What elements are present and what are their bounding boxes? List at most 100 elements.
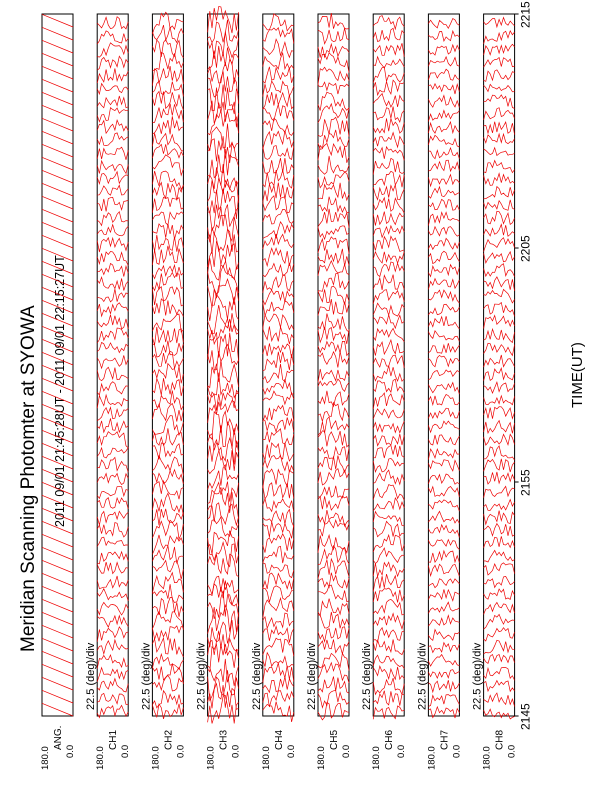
trace [428,510,460,524]
trace [373,626,405,643]
trace [317,661,350,684]
trace [152,625,184,642]
trace [207,318,239,346]
trace [207,630,239,656]
trace [262,572,295,590]
trace [428,369,460,381]
panel-frame [151,13,184,717]
trace [207,515,239,538]
trace [41,520,74,535]
trace [96,418,129,434]
trace [262,13,294,32]
trace [428,289,460,304]
trace [97,42,129,58]
trace [428,434,460,446]
trace [428,601,460,614]
trace [96,614,129,628]
channel-label: CH6 [384,730,395,750]
trace [483,419,515,435]
trace [96,132,129,146]
trace [96,366,129,382]
trace [483,263,515,278]
trace [372,612,405,631]
trace [96,68,129,84]
trace [483,146,515,157]
trace [317,416,350,436]
trace [483,601,515,615]
scale-label: 22.5 (deg)/div [196,642,208,710]
trace [41,52,74,67]
trace [152,415,184,437]
trace [97,550,129,565]
trace [317,208,350,228]
trace [262,182,295,203]
trace [97,692,129,706]
x-tick-label: 2145 [519,703,533,730]
panel-frame [317,13,350,717]
trace [207,481,239,504]
trace [262,247,295,268]
trace [41,455,74,470]
trace [428,173,460,188]
trace [207,530,239,556]
trace [372,365,405,383]
trace [372,302,405,317]
trace [262,612,294,630]
trace [207,293,239,321]
trace [317,52,350,73]
trace [372,354,405,368]
trace [207,619,239,648]
trace [96,159,129,175]
trace [428,381,460,395]
trace [317,326,350,344]
scale-label: 22.5 (deg)/div [140,642,152,710]
trace [96,626,129,642]
trace [317,401,350,423]
trace [372,79,405,97]
trace [262,351,295,372]
x-tick-label: 2155 [519,469,533,496]
trace [483,354,515,368]
trace [152,479,184,500]
trace [262,169,295,189]
trace [428,680,460,694]
trace [152,90,184,111]
trace [152,689,184,709]
trace [483,485,515,498]
trace [483,627,515,642]
trace [41,676,74,691]
trace [152,508,184,526]
trace [317,701,350,721]
trace [483,562,515,576]
trace [96,522,129,538]
trace [96,327,129,344]
trace [96,82,129,96]
trace [428,159,460,173]
trace [96,561,129,575]
trace [262,145,295,160]
y-tick-label: 0.0 [286,745,297,758]
trace [96,654,129,669]
trace [483,342,515,357]
trace [483,367,515,381]
trace [317,42,350,59]
trace [207,590,239,619]
trace [428,588,460,602]
trace [317,225,350,241]
trace [96,30,129,45]
trace [372,196,405,214]
trace [428,523,460,538]
trace [262,417,295,433]
trace [483,288,515,304]
channel-label: CH3 [219,730,230,750]
trace [41,299,74,314]
trace [372,131,405,149]
trace [317,285,350,305]
trace [97,406,129,421]
trace [262,468,294,489]
y-tick-label: 180.0 [482,746,493,770]
trace [41,494,74,509]
